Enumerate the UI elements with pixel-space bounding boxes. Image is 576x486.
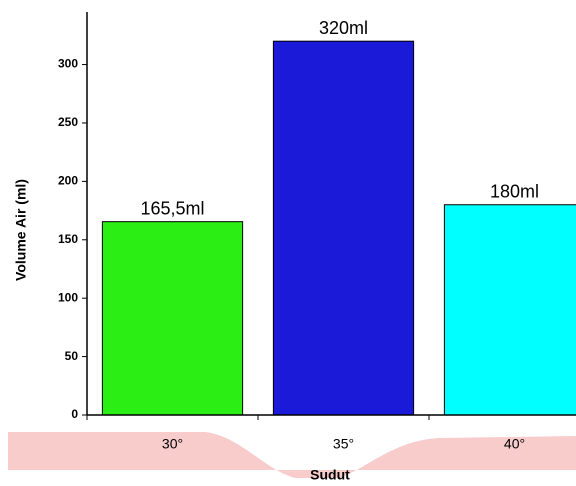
y-tick-label: 0 <box>71 407 78 421</box>
x-tick-label: 40° <box>504 436 525 452</box>
x-axis-title: Sudut <box>310 467 350 483</box>
bar <box>443 204 576 416</box>
y-axis-title: Volume Air (ml) <box>13 179 29 281</box>
y-tick-label: 200 <box>58 174 78 188</box>
y-tick-label: 250 <box>58 115 78 129</box>
x-tick-label: 30° <box>162 436 183 452</box>
x-tick-label: 35° <box>333 436 354 452</box>
value-label: 320ml <box>319 18 368 38</box>
background-decoration <box>8 432 576 478</box>
y-tick-label: 300 <box>58 57 78 71</box>
bar <box>101 221 244 416</box>
y-tick-label: 150 <box>58 232 78 246</box>
value-label: 165,5ml <box>140 198 204 218</box>
bar <box>272 40 415 416</box>
value-label: 180ml <box>490 181 539 201</box>
y-tick-label: 50 <box>65 349 79 363</box>
y-tick-label: 100 <box>58 290 78 304</box>
